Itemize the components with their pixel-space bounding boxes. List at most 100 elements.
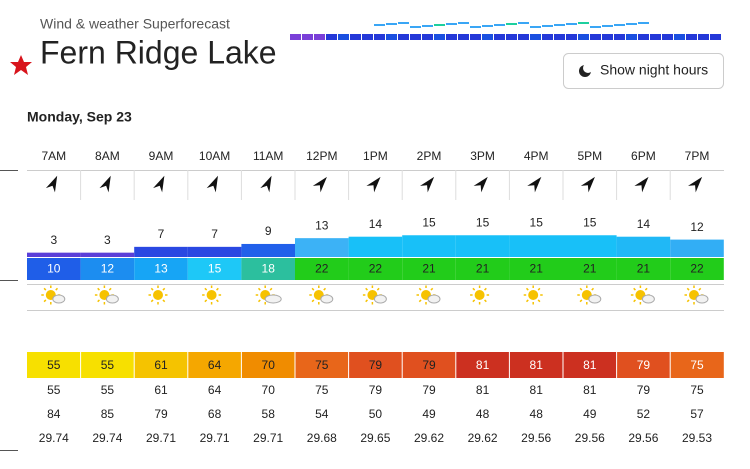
- temp-value: 81: [530, 358, 544, 372]
- temp-value: 79: [369, 358, 383, 372]
- night-button[interactable]: Show night hours: [563, 53, 724, 89]
- pressure: 29.74: [92, 431, 122, 445]
- mini-bar: [458, 34, 469, 40]
- wind-speed: 7: [211, 227, 218, 241]
- sun-ray: [698, 287, 702, 291]
- sun-ray: [216, 287, 219, 291]
- feels-like: 79: [422, 383, 436, 397]
- mini-bar: [674, 34, 685, 40]
- sun-ray: [97, 299, 100, 303]
- sun-ray: [55, 287, 59, 291]
- mini-gust: [506, 23, 517, 25]
- wind-bar: [563, 235, 617, 257]
- mini-gust: [578, 22, 589, 24]
- sun-ray: [269, 287, 273, 291]
- cloud: [695, 294, 709, 304]
- cloud: [641, 294, 655, 304]
- mini-bar: [530, 34, 541, 40]
- mini-bar: [614, 34, 625, 40]
- mini-bar: [698, 34, 709, 40]
- sun-ray: [376, 287, 380, 291]
- gust-cell: [187, 258, 242, 280]
- mini-bar: [686, 34, 697, 40]
- mini-bar: [446, 34, 457, 40]
- sun-ray: [633, 299, 636, 303]
- sun-ray: [43, 287, 47, 291]
- sun-ray: [579, 287, 583, 291]
- sun-ray: [204, 287, 208, 291]
- humidity: 85: [101, 407, 115, 421]
- mini-bar: [626, 34, 637, 40]
- mini-gust: [470, 26, 481, 28]
- wind-speed: 15: [476, 215, 490, 229]
- wind-arrow: [580, 176, 595, 193]
- wind-speed: 9: [265, 224, 272, 238]
- humidity: 54: [315, 407, 329, 421]
- hour-label: 4PM: [524, 149, 549, 163]
- mini-bar: [338, 34, 349, 40]
- temp-cell: [616, 352, 671, 378]
- hour-label: 7AM: [41, 149, 66, 163]
- mini-gust: [458, 22, 469, 24]
- temp-value: 79: [637, 358, 651, 372]
- feels-like: 61: [154, 383, 168, 397]
- cloud: [320, 294, 334, 304]
- wind-arrow: [688, 176, 703, 193]
- mini-gust: [530, 26, 541, 28]
- mini-bar: [350, 34, 361, 40]
- mini-bar: [662, 34, 673, 40]
- wind-arrow: [366, 176, 381, 193]
- mini-bar: [362, 34, 373, 40]
- mini-gust: [590, 26, 601, 28]
- temp-value: 61: [154, 358, 168, 372]
- gust-value: 21: [422, 262, 436, 276]
- sun-ray: [257, 287, 261, 291]
- sun-ray: [365, 299, 368, 303]
- wind-speed: 7: [158, 227, 165, 241]
- gust-cell: [241, 258, 295, 280]
- wind-arrow: [312, 176, 327, 193]
- sun-ray: [484, 287, 487, 291]
- hour-label: 11AM: [253, 149, 283, 163]
- sun-ray: [311, 299, 315, 303]
- mini-gust: [554, 24, 565, 26]
- wind-bar: [348, 236, 403, 257]
- gust-cell: [80, 258, 135, 280]
- mini-bar: [290, 34, 301, 40]
- gust-value: 10: [47, 262, 61, 276]
- feels-like: 79: [369, 383, 383, 397]
- favorite-star[interactable]: [10, 55, 32, 75]
- temp-cell: [509, 352, 563, 378]
- wind-arrow: [45, 175, 58, 193]
- wind-speed: 13: [315, 218, 329, 232]
- cloud: [52, 294, 66, 304]
- hour-label: 1PM: [363, 149, 388, 163]
- subtitle: Wind & weather Superforecast: [40, 16, 230, 32]
- sun-ray: [108, 287, 112, 291]
- wind-speed: 15: [422, 215, 436, 229]
- mini-gust: [542, 25, 553, 27]
- pressure: 29.74: [39, 431, 69, 445]
- wind-speed: 15: [530, 215, 544, 229]
- cloud: [105, 294, 119, 304]
- wind-arrow: [634, 176, 649, 193]
- pressure: 29.56: [521, 431, 551, 445]
- gust-value: 21: [583, 262, 597, 276]
- humidity: 84: [47, 407, 61, 421]
- wind-arrow: [206, 175, 218, 193]
- sun-ray: [257, 299, 261, 303]
- mini-bar: [566, 34, 577, 40]
- humidity: 52: [637, 407, 651, 421]
- temp-value: 70: [262, 358, 276, 372]
- button-label[interactable]: Show night hours: [600, 62, 708, 78]
- wind-bar: [80, 252, 135, 257]
- mini-gust: [566, 23, 577, 25]
- date: Monday, Sep 23: [27, 109, 132, 125]
- wind-bar: [134, 246, 188, 257]
- temp-value: 81: [476, 358, 490, 372]
- cloud: [588, 294, 602, 304]
- mini-gust: [398, 22, 409, 24]
- temp-value: 81: [583, 358, 597, 372]
- wind-arrow: [260, 175, 272, 193]
- sun-ray: [686, 299, 690, 303]
